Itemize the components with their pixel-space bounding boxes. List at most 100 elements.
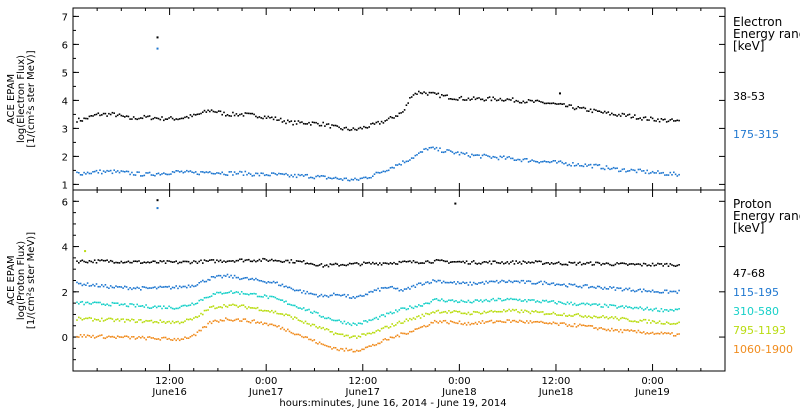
data-point	[333, 263, 335, 266]
data-point	[410, 306, 413, 309]
data-point	[235, 318, 238, 321]
data-point	[644, 263, 647, 265]
data-point	[228, 304, 231, 306]
data-point	[336, 348, 339, 351]
data-point	[559, 322, 562, 324]
data-point	[414, 154, 417, 157]
data-point	[239, 320, 241, 322]
data-point	[322, 343, 324, 346]
data-point	[356, 337, 358, 339]
data-point	[634, 263, 636, 266]
data-point	[260, 172, 262, 174]
data-point	[150, 287, 153, 289]
data-point	[267, 310, 270, 312]
data-point	[178, 306, 181, 309]
data-point	[669, 333, 672, 335]
data-point	[457, 151, 459, 153]
data-point	[529, 320, 532, 322]
data-point	[304, 292, 307, 295]
data-point	[177, 170, 179, 172]
data-point	[375, 344, 378, 346]
data-point	[653, 320, 656, 323]
data-point	[527, 261, 530, 263]
data-point	[542, 101, 544, 104]
data-point	[382, 170, 385, 173]
data-point	[433, 298, 436, 300]
data-point	[457, 311, 459, 313]
data-point	[508, 298, 510, 301]
data-point	[485, 311, 487, 314]
data-point	[538, 281, 540, 283]
data-point	[304, 336, 307, 338]
data-point	[416, 306, 418, 308]
data-point	[547, 283, 549, 285]
data-point	[469, 281, 471, 284]
data-point	[646, 332, 648, 334]
data-point	[88, 335, 91, 337]
data-point	[111, 318, 114, 320]
data-point	[602, 112, 604, 114]
data-point	[432, 322, 434, 324]
data-point	[347, 263, 349, 266]
data-point	[93, 318, 96, 320]
data-point	[591, 317, 594, 319]
data-point	[92, 301, 94, 304]
data-point	[467, 263, 470, 265]
data-point	[630, 116, 633, 119]
data-point	[384, 170, 386, 173]
data-point	[297, 319, 300, 321]
data-point	[223, 173, 225, 176]
data-point	[118, 286, 121, 288]
data-point	[393, 312, 395, 314]
data-point	[294, 173, 296, 176]
data-point	[177, 262, 179, 265]
data-point	[657, 321, 659, 324]
data-point	[396, 164, 399, 166]
data-point	[379, 290, 381, 292]
data-point	[483, 283, 486, 285]
data-point	[437, 92, 440, 95]
data-point	[559, 160, 562, 162]
data-point	[186, 318, 188, 321]
data-point	[232, 292, 234, 294]
data-point	[127, 288, 130, 291]
data-point	[161, 321, 163, 323]
data-point	[400, 289, 402, 291]
data-point	[93, 170, 96, 173]
data-point	[589, 304, 592, 307]
data-point	[163, 305, 165, 307]
data-point	[664, 263, 666, 265]
data-point	[646, 119, 648, 121]
data-point	[256, 321, 259, 323]
data-point	[403, 260, 406, 262]
data-point	[124, 303, 126, 305]
data-point	[540, 301, 542, 304]
data-point	[324, 264, 326, 267]
data-point	[193, 285, 195, 288]
data-point	[79, 317, 82, 320]
data-point	[534, 99, 537, 102]
x-tick-time: 0:00	[255, 376, 277, 387]
data-point	[308, 323, 310, 325]
data-point	[490, 309, 493, 312]
data-point	[200, 259, 202, 262]
data-point	[223, 319, 225, 322]
data-point	[674, 265, 677, 267]
data-point	[108, 317, 110, 320]
data-point	[554, 160, 556, 162]
data-point	[207, 171, 209, 174]
data-point	[364, 320, 367, 322]
data-point	[173, 308, 176, 310]
data-point	[111, 111, 114, 114]
data-point	[678, 333, 680, 335]
data-point	[602, 167, 604, 170]
data-point	[320, 124, 323, 127]
data-point	[97, 112, 100, 114]
data-point	[145, 304, 147, 306]
data-point	[671, 309, 673, 311]
data-point	[464, 99, 466, 101]
data-point	[412, 94, 415, 96]
data-point	[152, 306, 154, 308]
data-point	[561, 263, 563, 266]
data-point	[262, 257, 264, 260]
